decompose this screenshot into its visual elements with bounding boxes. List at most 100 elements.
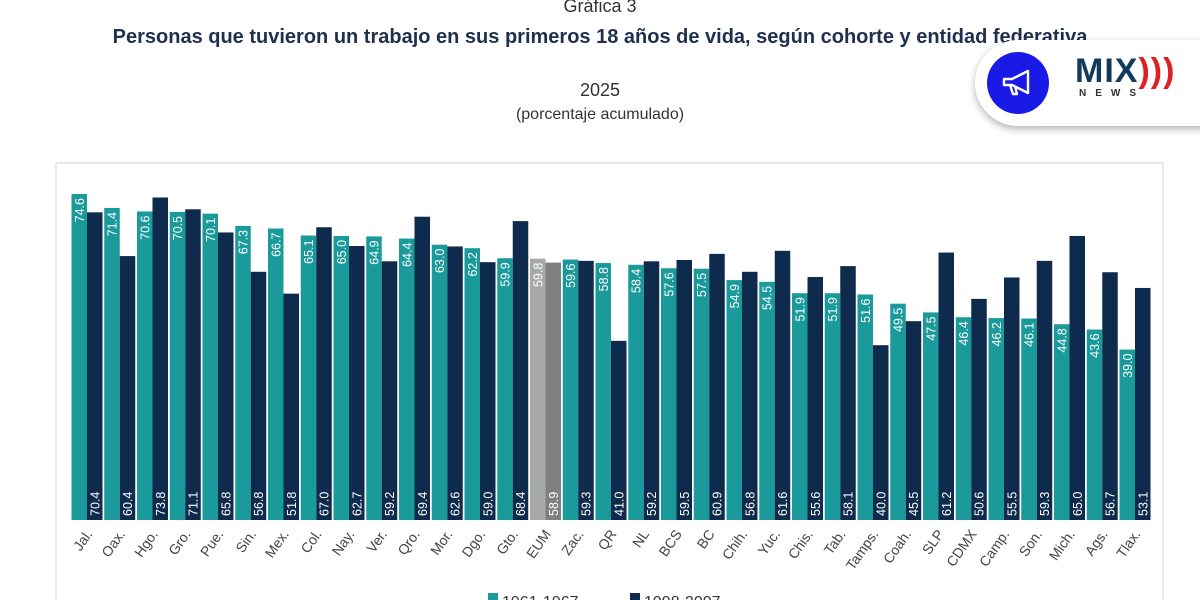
data-label: 39.0	[1121, 354, 1135, 378]
data-label: 63.0	[433, 249, 447, 273]
bar-1998-2007-Jal.	[87, 212, 103, 520]
data-label: 58.8	[597, 267, 611, 291]
data-label: 53.1	[1136, 492, 1150, 516]
bar-1961-1967-Nay.	[333, 235, 349, 521]
data-label: 51.8	[285, 492, 299, 516]
bar-1961-1967-Ags.	[1086, 329, 1103, 520]
data-label: 64.9	[368, 240, 382, 264]
chart-label: Gráfica 3	[563, 0, 637, 16]
bar-1961-1967-Gro.	[169, 211, 186, 521]
data-label: 51.9	[826, 297, 840, 321]
bar-1998-2007-BCS	[676, 259, 692, 520]
bar-1961-1967-Tamps.	[857, 294, 873, 520]
bar-1998-2007-Yuc.	[774, 250, 791, 521]
chart-title: Personas que tuvieron un trabajo en sus …	[112, 26, 1088, 48]
data-label: 58.1	[842, 492, 856, 516]
megaphone-icon	[987, 52, 1049, 114]
data-label: 70.4	[88, 492, 102, 516]
data-label: 69.4	[416, 492, 430, 516]
legend-label: 1961-1967	[502, 594, 579, 600]
data-label: 74.6	[73, 198, 87, 222]
bar-1998-2007-Ver.	[381, 261, 398, 520]
bar-1998-2007-Coah.	[905, 321, 922, 520]
data-label: 71.1	[187, 492, 201, 516]
mixnews-logo: MIX))) NEWS	[1075, 54, 1175, 99]
data-label: 59.2	[645, 492, 659, 516]
chart-year: 2025	[579, 80, 621, 100]
data-label: 59.6	[564, 264, 578, 288]
bar-1998-2007-QR	[611, 340, 627, 520]
bar-1998-2007-Chih.	[742, 271, 758, 520]
bar-1998-2007-CDMX	[971, 298, 987, 520]
data-label: 50.6	[973, 492, 987, 516]
bar-1998-2007-Oax.	[119, 256, 136, 520]
data-label: 65.0	[1071, 492, 1085, 516]
bar-1998-2007-Gro.	[185, 209, 201, 520]
bar-1998-2007-Gto.	[512, 221, 529, 521]
bar-1961-1967-QR	[595, 263, 611, 520]
bar-1961-1967-Oax.	[104, 207, 120, 520]
bar-1961-1967-BC	[693, 268, 710, 520]
bar-1998-2007-Chis.	[807, 277, 823, 520]
bar-1998-2007-SLP	[938, 252, 954, 520]
data-label: 62.7	[350, 492, 364, 516]
bar-1961-1967-Hgo.	[137, 211, 153, 520]
chart-unit: (porcentaje acumulado)	[515, 106, 685, 123]
data-label: 62.2	[466, 252, 480, 276]
data-label: 55.6	[809, 492, 823, 516]
bar-1998-2007-Tab.	[840, 266, 856, 520]
data-label: 49.5	[892, 308, 906, 332]
data-label: 70.5	[171, 216, 185, 240]
bar-1998-2007-Son.	[1036, 260, 1053, 520]
data-label: 44.8	[1055, 328, 1069, 352]
bar-1961-1967-Chis.	[792, 293, 808, 520]
bar-1961-1967-Zac.	[562, 259, 579, 520]
bar-1961-1967-Son.	[1021, 318, 1037, 520]
data-label: 56.8	[743, 492, 757, 516]
bar-1961-1967-Jal.	[71, 194, 87, 520]
bar-1998-2007-EUM	[545, 262, 561, 520]
data-label: 59.2	[383, 492, 397, 516]
legend-swatch	[630, 593, 640, 600]
bar-1998-2007-Mich.	[1069, 235, 1085, 521]
bar-1998-2007-NL	[643, 261, 660, 520]
bar-1961-1967-EUM	[530, 258, 546, 520]
logo-text: MIX	[1075, 52, 1139, 90]
data-label: 40.0	[874, 492, 888, 516]
data-label: 56.8	[252, 492, 266, 516]
bar-1998-2007-Mex.	[283, 293, 299, 520]
mixnews-badge[interactable]: MIX))) NEWS	[975, 40, 1200, 126]
data-label: 57.6	[662, 272, 676, 296]
bar-1998-2007-Pue.	[218, 232, 234, 521]
bar-1998-2007-Zac.	[578, 260, 594, 520]
data-label: 71.4	[106, 212, 120, 236]
bar-1961-1967-SLP	[923, 312, 939, 520]
bar-1961-1967-NL	[628, 264, 644, 520]
bar-1961-1967-BCS	[661, 268, 677, 520]
data-label: 58.4	[630, 269, 644, 293]
bar-1961-1967-CDMX	[955, 317, 972, 520]
data-label: 60.4	[121, 492, 135, 516]
bar-1961-1967-Gto.	[497, 258, 513, 520]
bar-1961-1967-Pue.	[202, 213, 218, 520]
data-label: 54.9	[728, 284, 742, 308]
bar-1998-2007-Qro.	[414, 216, 430, 520]
data-label: 67.3	[237, 230, 251, 254]
data-label: 45.5	[907, 492, 921, 516]
bar-1998-2007-Mor.	[447, 246, 463, 520]
data-label: 65.8	[219, 492, 233, 516]
sound-waves-icon: )))	[1138, 52, 1176, 90]
data-label: 46.2	[990, 322, 1004, 346]
bar-1998-2007-Sin.	[250, 271, 267, 520]
bar-1998-2007-Tlax.	[1135, 287, 1151, 520]
data-label: 62.6	[449, 492, 463, 516]
data-label: 73.8	[154, 492, 168, 516]
data-label: 67.0	[318, 492, 332, 516]
data-label: 46.1	[1023, 323, 1037, 347]
data-label: 59.5	[678, 492, 692, 516]
data-label: 65.1	[302, 239, 316, 263]
legend-swatch	[488, 593, 498, 600]
bar-1961-1967-Tab.	[824, 293, 841, 520]
bar-1998-2007-Hgo.	[152, 197, 168, 520]
